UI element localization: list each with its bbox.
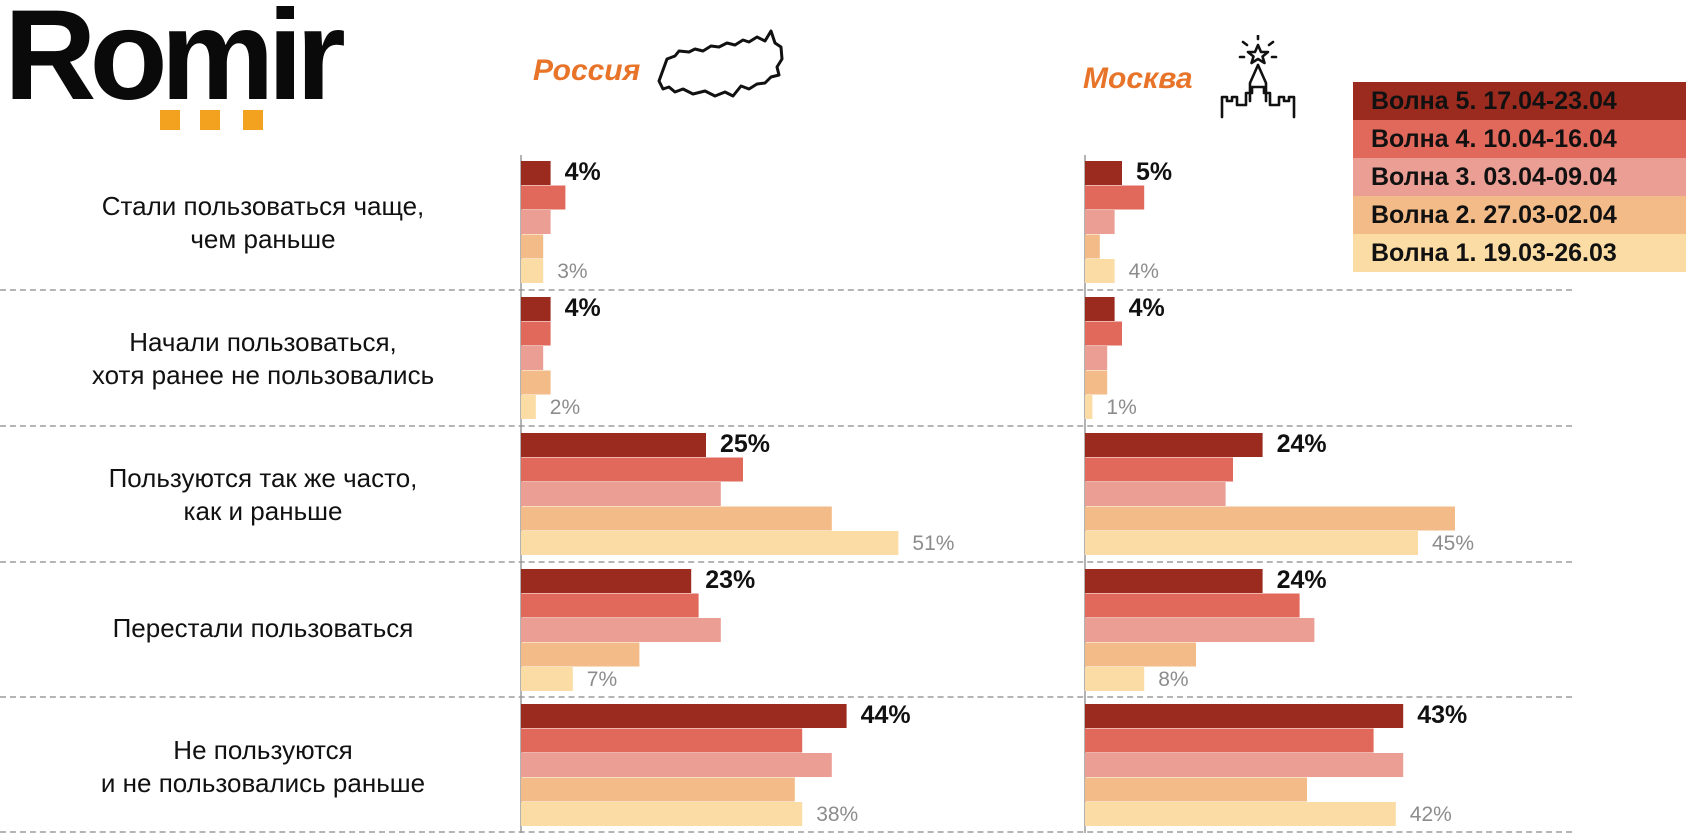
data-label-wave-5: 43% <box>1417 701 1467 729</box>
category-label: Пользуются так же часто, как и раньше <box>108 463 418 526</box>
legend-item-wave-3: Волна 3. 03.04-09.04 <box>1353 158 1686 196</box>
bar <box>521 506 832 531</box>
bar <box>1085 185 1145 210</box>
bar <box>521 161 551 185</box>
bar <box>521 234 544 259</box>
legend-item-wave-2: Волна 2. 27.03-02.04 <box>1353 196 1686 234</box>
data-label-wave-1: 38% <box>816 803 858 826</box>
bar <box>1085 506 1455 531</box>
bar <box>521 370 551 395</box>
bar <box>521 777 795 802</box>
data-label-wave-5: 24% <box>1277 566 1327 594</box>
bar <box>1085 161 1122 185</box>
romir-logo: Romir <box>4 0 346 127</box>
bar <box>521 593 699 618</box>
bar <box>521 321 551 346</box>
bar <box>1085 297 1115 321</box>
bar <box>1085 395 1093 419</box>
row-divider <box>0 561 1572 563</box>
bar <box>1085 802 1396 826</box>
bar <box>1085 667 1145 691</box>
bar <box>521 753 832 777</box>
data-label-wave-5: 4% <box>1129 294 1165 322</box>
bar <box>1085 704 1404 728</box>
bar <box>1085 259 1115 283</box>
bar <box>1085 642 1196 667</box>
bar <box>521 346 544 370</box>
data-label-wave-1: 42% <box>1410 803 1452 826</box>
row-divider <box>0 831 1572 833</box>
kremlin-tower-icon <box>1220 35 1296 119</box>
bar <box>521 395 536 419</box>
panel-title-moscow: Москва <box>1083 62 1193 95</box>
data-label-wave-5: 4% <box>565 158 601 186</box>
bar <box>1085 777 1307 802</box>
category-label: Начали пользоваться, хотя ранее не пользо… <box>91 327 435 390</box>
bar <box>521 433 706 457</box>
data-label-wave-1: 2% <box>550 396 580 419</box>
bar <box>521 297 551 321</box>
bar <box>1085 234 1100 259</box>
bar <box>1085 482 1226 506</box>
bar <box>1085 569 1263 593</box>
data-label-wave-1: 51% <box>912 532 954 555</box>
data-label-wave-5: 23% <box>705 566 755 594</box>
bar <box>521 185 566 210</box>
bar <box>1085 346 1108 370</box>
legend-item-wave-5: Волна 5. 17.04-23.04 <box>1353 82 1686 120</box>
bar <box>1085 753 1404 777</box>
bar <box>521 210 551 234</box>
category-label: Стали пользоваться чаще, чем раньше <box>101 191 425 254</box>
data-label-wave-1: 4% <box>1129 260 1159 283</box>
bar <box>1085 457 1233 482</box>
legend: Волна 5. 17.04-23.04 Волна 4. 10.04-16.0… <box>1353 82 1686 272</box>
bar <box>521 457 743 482</box>
category-label: Перестали пользоваться <box>112 613 414 643</box>
data-label-wave-5: 25% <box>720 430 770 458</box>
russia-map-icon <box>657 29 784 98</box>
bar <box>521 569 692 593</box>
row-divider <box>0 425 1572 427</box>
data-label-wave-1: 3% <box>557 260 587 283</box>
bar <box>521 482 721 506</box>
data-label-wave-1: 45% <box>1432 532 1474 555</box>
bar <box>521 704 847 728</box>
logo-dot <box>200 110 220 130</box>
row-divider <box>0 289 1572 291</box>
bar <box>1085 531 1418 555</box>
bar <box>1085 618 1315 642</box>
data-label-wave-5: 44% <box>861 701 911 729</box>
bar <box>1085 370 1108 395</box>
data-label-wave-5: 4% <box>565 294 601 322</box>
legend-item-wave-4: Волна 4. 10.04-16.04 <box>1353 120 1686 158</box>
bar <box>521 802 803 826</box>
bar <box>521 667 573 691</box>
data-label-wave-5: 5% <box>1136 158 1172 186</box>
data-label-wave-5: 24% <box>1277 430 1327 458</box>
logo-dot <box>160 110 180 130</box>
bar <box>521 531 899 555</box>
legend-item-wave-1: Волна 1. 19.03-26.03 <box>1353 234 1686 272</box>
bar <box>521 642 640 667</box>
logo-dot <box>243 110 263 130</box>
bar <box>521 728 803 753</box>
panel-title-russia: Россия <box>533 54 641 87</box>
data-label-wave-1: 1% <box>1106 396 1136 419</box>
data-label-wave-1: 8% <box>1158 668 1188 691</box>
bar <box>521 259 544 283</box>
bar <box>1085 210 1115 234</box>
bar <box>1085 728 1374 753</box>
row-divider <box>0 696 1572 698</box>
category-label: Не пользуются и не пользовались раньше <box>100 735 426 798</box>
data-label-wave-1: 7% <box>587 668 617 691</box>
bar <box>1085 433 1263 457</box>
bar <box>1085 593 1300 618</box>
bar <box>1085 321 1122 346</box>
bar <box>521 618 721 642</box>
